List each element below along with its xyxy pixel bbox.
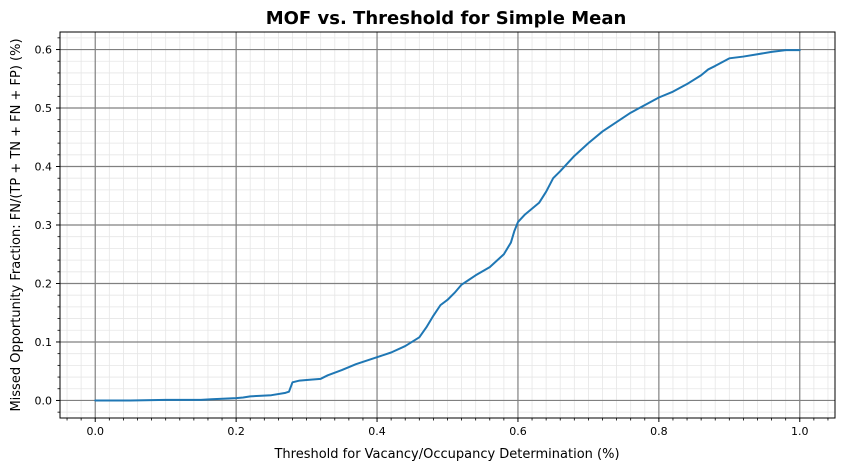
x-tick-label: 0.4 — [368, 425, 386, 438]
x-tick-label: 1.0 — [791, 425, 809, 438]
chart-title: MOF vs. Threshold for Simple Mean — [266, 8, 627, 29]
y-tick-label: 0.1 — [35, 336, 53, 349]
mof-series-line — [94, 49, 801, 402]
y-tick-label: 0.4 — [35, 161, 53, 174]
y-tick-label: 0.5 — [35, 102, 53, 115]
x-axis-label: Threshold for Vacancy/Occupancy Determin… — [273, 447, 619, 462]
y-tick-label: 0.3 — [35, 219, 53, 232]
y-axis-label: Missed Opportunity Fraction: FN/(TP + TN… — [9, 38, 24, 411]
y-axis-ticks: 0.0 0.1 0.2 0.3 0.4 0.5 0.6 — [35, 37, 60, 413]
y-tick-label: 0.2 — [35, 277, 53, 290]
major-grid — [60, 32, 835, 418]
y-tick-label: 0.0 — [35, 394, 53, 407]
y-tick-label: 0.6 — [35, 44, 53, 57]
x-tick-label: 0.2 — [227, 425, 245, 438]
x-tick-label: 0.8 — [650, 425, 668, 438]
x-axis-ticks: 0.0 0.2 0.4 0.6 0.8 1.0 — [66, 418, 829, 438]
x-tick-label: 0.6 — [509, 425, 527, 438]
x-tick-label: 0.0 — [86, 425, 104, 438]
